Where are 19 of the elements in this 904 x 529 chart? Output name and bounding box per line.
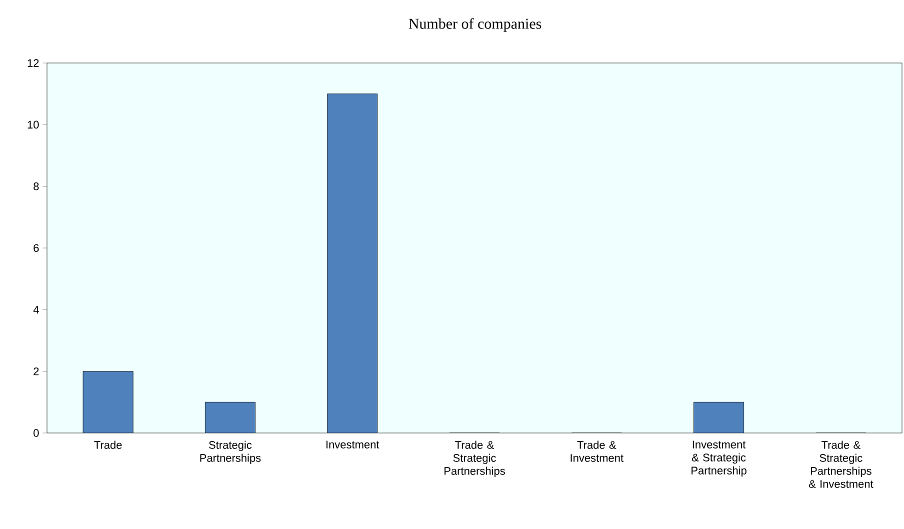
x-tick-label: Investment & Strategic Partnership — [692, 440, 746, 477]
y-tick-label: 0 — [34, 429, 39, 437]
x-tick-label: Investment — [326, 440, 380, 448]
x-tick-label: Trade — [94, 440, 122, 449]
bar — [694, 402, 744, 433]
y-tick-label: 6 — [34, 244, 39, 252]
y-tick-label: 12 — [28, 59, 39, 67]
bar — [204, 402, 256, 433]
x-tick-label: Trade & Strategic Partnerships — [444, 440, 505, 478]
y-tick-label: 8 — [34, 182, 39, 190]
x-tick-label: Trade & Investment — [570, 440, 624, 462]
y-tick-label: 2 — [34, 367, 39, 376]
x-tick-label: Trade & Strategic Partnerships & Investment — [808, 440, 874, 488]
bar — [82, 371, 134, 433]
bar — [327, 94, 378, 433]
y-tick-label: 10 — [28, 120, 39, 129]
y-tick-label: 4 — [33, 306, 39, 314]
chart-title: Number of companies — [408, 18, 542, 32]
x-tick-label: Strategic Partnerships — [200, 440, 261, 464]
